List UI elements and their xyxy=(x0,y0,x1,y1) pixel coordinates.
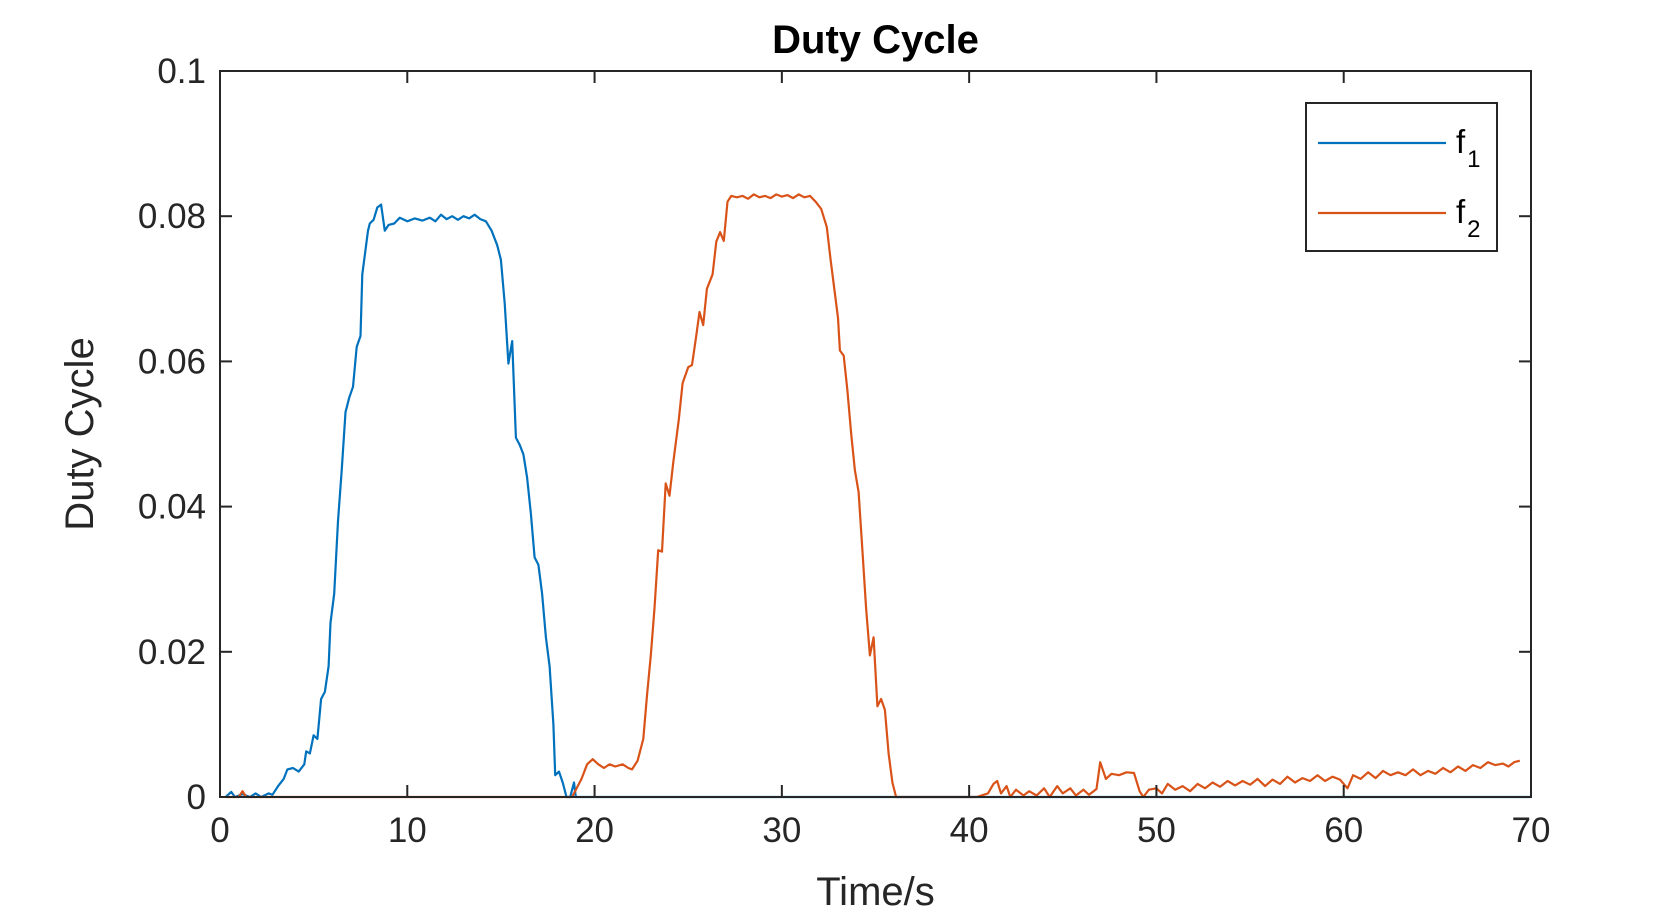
y-tick-label: 0.06 xyxy=(138,342,206,381)
x-tick-label: 20 xyxy=(575,811,614,850)
x-tick-label: 50 xyxy=(1137,811,1176,850)
x-tick-label: 0 xyxy=(210,811,229,850)
x-axis-label: Time/s xyxy=(816,870,935,914)
legend-box xyxy=(1305,102,1498,252)
y-axis-ticks: 0 0.02 0.04 0.06 0.08 0.1 xyxy=(138,52,1531,817)
y-tick-label: 0.1 xyxy=(157,52,206,91)
chart-title: Duty Cycle xyxy=(772,18,979,62)
y-tick-label: 0 xyxy=(187,778,206,817)
x-tick-label: 30 xyxy=(762,811,801,850)
x-axis-ticks: 0 10 20 30 40 50 60 70 xyxy=(210,71,1550,850)
series-line-f1 xyxy=(224,203,1531,799)
series-line-f2 xyxy=(225,193,1521,799)
x-tick-label: 10 xyxy=(388,811,427,850)
x-tick-label: 70 xyxy=(1512,811,1551,850)
x-tick-label: 40 xyxy=(950,811,989,850)
y-tick-label: 0.04 xyxy=(138,488,206,527)
legend-label-f2: f2 xyxy=(1456,193,1481,243)
y-tick-label: 0.08 xyxy=(138,197,206,236)
y-tick-label: 0.02 xyxy=(138,633,206,672)
legend-label-f1: f1 xyxy=(1456,123,1481,173)
series-lines xyxy=(224,193,1531,799)
x-tick-label: 60 xyxy=(1324,811,1363,850)
axes-box xyxy=(219,70,1532,798)
y-axis-label: Duty Cycle xyxy=(58,337,102,530)
